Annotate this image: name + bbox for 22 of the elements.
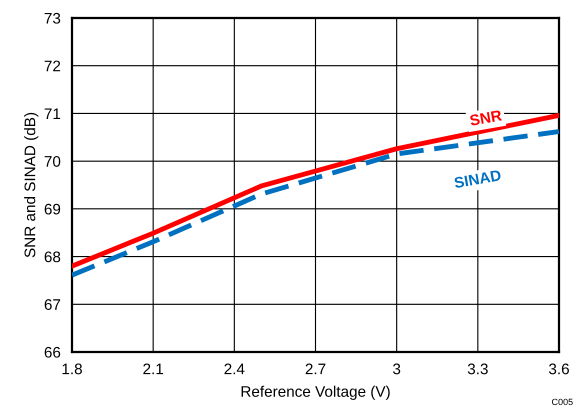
- y-tick-label: 70: [44, 156, 60, 167]
- y-axis-title: SNR and SINAD (dB): [24, 112, 38, 258]
- x-tick-label: 3.3: [468, 364, 488, 374]
- y-tick-label: 66: [44, 346, 60, 358]
- line-series: [72, 112, 559, 269]
- y-tick-label: 73: [44, 12, 60, 24]
- text: SINAD: [454, 170, 502, 188]
- x-tick-label: 3.6: [548, 364, 569, 374]
- y-tick-label: 72: [44, 60, 60, 72]
- text: SNR: [469, 110, 502, 126]
- x-tick-label: 1.8: [62, 364, 82, 374]
- y-tick-label: 69: [44, 204, 60, 215]
- y-tick-label: 67: [44, 299, 60, 310]
- x-tick-label: 2.4: [224, 364, 245, 374]
- x-tick-label: 2.7: [306, 364, 326, 374]
- y-tick-label: 68: [44, 251, 60, 262]
- text: C005: [552, 398, 573, 406]
- x-tick-label: 3: [393, 364, 400, 374]
- x-axis-title: Reference Voltage (V): [242, 386, 390, 400]
- x-tick-label: 2.1: [143, 364, 164, 374]
- line-series: [72, 129, 559, 278]
- y-tick-label: 71: [44, 108, 60, 119]
